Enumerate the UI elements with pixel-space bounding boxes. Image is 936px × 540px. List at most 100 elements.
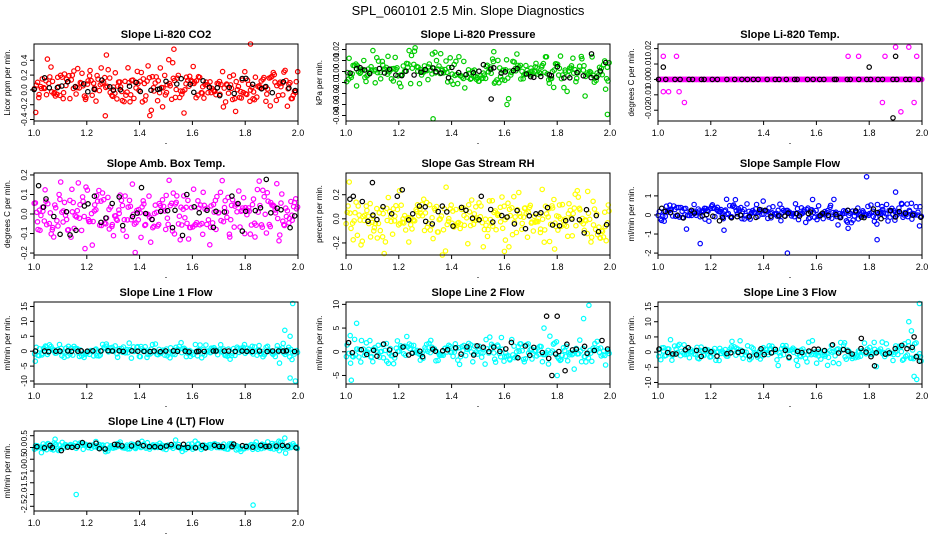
data-point — [54, 91, 60, 98]
data-point — [114, 354, 121, 361]
data-point — [67, 232, 73, 238]
data-point — [69, 209, 76, 215]
data-point — [581, 230, 588, 236]
data-point — [237, 88, 244, 95]
data-point — [269, 89, 276, 96]
data-point — [467, 222, 474, 229]
data-point — [478, 203, 484, 209]
data-point — [604, 111, 611, 118]
data-point — [419, 212, 426, 219]
data-point — [69, 444, 75, 451]
data-point — [660, 64, 667, 70]
data-point — [874, 209, 881, 216]
x-tick-label: 1.8 — [551, 391, 564, 401]
data-point — [386, 347, 393, 353]
data-point — [433, 203, 440, 210]
data-point — [492, 359, 499, 365]
data-point — [392, 54, 399, 61]
data-point — [119, 202, 126, 209]
data-point — [168, 441, 175, 448]
data-point — [140, 442, 147, 449]
data-point — [142, 210, 149, 217]
data-point — [861, 340, 868, 346]
data-point — [148, 107, 155, 114]
plot-frame — [33, 43, 299, 122]
data-point — [70, 199, 77, 206]
data-point — [124, 446, 131, 452]
data-point — [220, 218, 227, 225]
data-point — [457, 225, 464, 232]
data-point — [493, 226, 499, 233]
data-point — [513, 348, 520, 355]
y-tick-label: 0 — [332, 349, 341, 354]
data-point — [291, 348, 298, 355]
data-point — [498, 334, 505, 341]
data-point — [766, 342, 773, 349]
data-point — [213, 348, 219, 354]
data-point — [232, 95, 238, 102]
data-point — [157, 208, 164, 215]
data-point — [504, 75, 511, 81]
x-axis-label-stub — [165, 277, 167, 278]
data-point — [828, 215, 835, 222]
data-point — [273, 180, 280, 187]
data-point — [102, 446, 108, 452]
data-point — [852, 208, 859, 214]
data-point — [416, 203, 423, 209]
data-point — [543, 313, 550, 320]
data-point — [561, 75, 567, 81]
data-point — [597, 235, 604, 242]
data-point — [708, 348, 714, 355]
data-point — [537, 229, 544, 236]
data-point — [770, 203, 776, 210]
data-point — [60, 89, 67, 96]
y-tick-label: -0.5 — [20, 452, 29, 466]
data-point — [267, 210, 274, 216]
data-point — [898, 348, 905, 355]
data-point — [510, 193, 517, 200]
data-point — [835, 222, 841, 228]
data-point — [281, 435, 288, 441]
data-point — [436, 63, 442, 69]
data-point — [236, 188, 242, 194]
data-point — [135, 348, 141, 355]
data-point — [530, 74, 537, 81]
y-tick-label: -0.1 — [20, 226, 29, 240]
panel-2: Slope Li-820 Pressure kPa per min. 1.0 1.2 1… — [315, 29, 616, 144]
data-point — [688, 207, 695, 214]
data-point — [39, 352, 45, 358]
data-point — [274, 215, 281, 222]
data-point — [223, 209, 230, 215]
y-axis-label: ml/min per min. — [3, 316, 12, 371]
data-point — [41, 75, 48, 81]
data-point — [231, 224, 238, 230]
data-point — [883, 201, 890, 208]
data-point — [155, 78, 162, 84]
data-point — [546, 238, 553, 245]
data-point — [429, 65, 436, 71]
data-point — [98, 198, 104, 204]
data-point — [287, 333, 293, 340]
x-tick-label: 2.0 — [604, 391, 617, 401]
data-point — [411, 48, 418, 55]
data-point — [192, 444, 199, 451]
data-point — [574, 187, 581, 194]
data-point — [886, 350, 893, 356]
data-point — [530, 344, 537, 351]
data-point — [656, 346, 662, 352]
data-point — [682, 205, 689, 212]
data-point — [73, 214, 80, 220]
x-tick-label: 1.4 — [133, 391, 146, 401]
data-point — [831, 196, 837, 203]
data-point — [272, 210, 279, 216]
data-point — [106, 75, 113, 81]
panel-title: Slope Sample Flow — [740, 158, 841, 170]
data-point — [50, 234, 57, 240]
data-point — [892, 189, 899, 195]
data-point — [768, 350, 775, 356]
panel-3: Slope Li-820 Temp. degrees C per min. 1.0 1… — [627, 29, 928, 144]
data-point — [90, 348, 96, 354]
data-point — [508, 336, 515, 343]
data-point — [98, 348, 104, 354]
data-point — [259, 187, 266, 194]
